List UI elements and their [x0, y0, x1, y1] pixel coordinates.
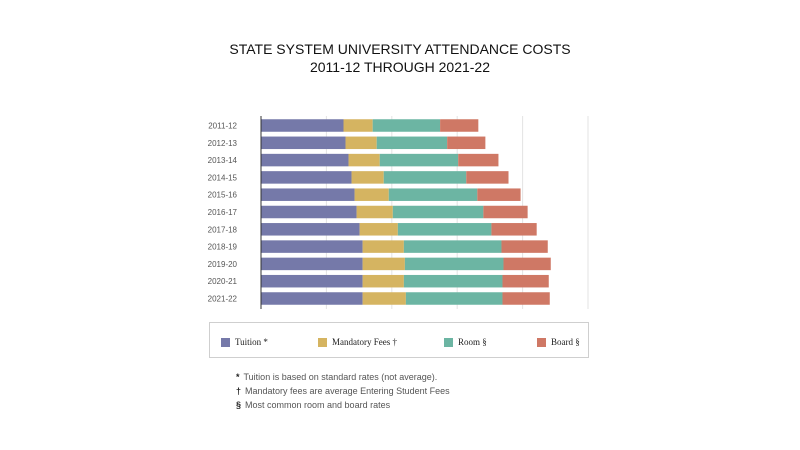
footnote-symbol: § — [236, 400, 242, 410]
y-tick-label: 2015-16 — [208, 191, 238, 200]
bar-mandatory-fees — [345, 136, 377, 150]
bar-room — [405, 292, 503, 305]
bar-mandatory-fees — [359, 223, 398, 236]
bar-board — [491, 223, 537, 236]
bar-tuition — [261, 292, 363, 305]
y-tick-label: 2012-13 — [208, 139, 238, 148]
legend-swatch — [221, 337, 230, 347]
bar-mandatory-fees — [356, 205, 393, 219]
bar-board — [466, 171, 509, 184]
bar-mandatory-fees — [362, 292, 406, 305]
bar-board — [501, 240, 548, 253]
bar-mandatory-fees — [362, 257, 405, 271]
bar-tuition — [261, 188, 355, 201]
chart-legend: Tuition * Mandatory Fees † Room § Board § — [209, 322, 589, 358]
bar-tuition — [261, 274, 363, 288]
legend-item-mandatory-fees: Mandatory Fees † — [318, 336, 397, 348]
footnote: † Mandatory fees are average Entering Stu… — [236, 386, 450, 396]
bar-tuition — [261, 136, 346, 150]
bar-board — [447, 136, 486, 150]
legend-swatch — [318, 337, 327, 347]
y-tick-label: 2013-14 — [208, 156, 238, 165]
bar-tuition — [261, 240, 363, 253]
bar-tuition — [261, 257, 363, 271]
footnote-text: Mandatory fees are average Entering Stud… — [245, 386, 450, 396]
bar-room — [403, 240, 502, 253]
bar-board — [440, 119, 479, 132]
bar-mandatory-fees — [348, 153, 380, 167]
bar-room — [392, 205, 484, 219]
legend-item-board: Board § — [537, 336, 580, 348]
bar-board — [477, 188, 521, 201]
y-tick-label: 2021-22 — [208, 295, 238, 304]
bar-room — [372, 119, 441, 132]
bar-tuition — [261, 205, 357, 219]
footnote-text: Most common room and board rates — [245, 400, 391, 410]
bar-tuition — [261, 153, 349, 167]
bar-room — [404, 257, 504, 271]
bar-mandatory-fees — [354, 188, 389, 201]
bar-tuition — [261, 223, 360, 236]
legend-label: Room § — [458, 337, 487, 347]
bar-room — [383, 171, 467, 184]
bar-board — [502, 292, 550, 305]
bar-mandatory-fees — [351, 171, 384, 184]
footnote-symbol: * — [236, 372, 240, 382]
bar-mandatory-fees — [343, 119, 373, 132]
chart-subtitle: 2011-12 THROUGH 2021-22 — [309, 59, 491, 75]
bar-board — [483, 205, 528, 219]
bar-board — [502, 274, 549, 288]
y-tick-label: 2019-20 — [208, 260, 238, 269]
bar-board — [458, 153, 499, 167]
bar-room — [379, 153, 459, 167]
footnote: * Tuition is based on standard rates (not… — [236, 372, 437, 382]
footnote-text: Tuition is based on standard rates (not … — [243, 372, 438, 382]
y-tick-label: 2014-15 — [208, 173, 238, 182]
bar-room — [376, 136, 448, 150]
bar-room — [388, 188, 478, 201]
legend-item-room: Room § — [444, 336, 487, 348]
bar-room — [403, 274, 503, 288]
bar-tuition — [261, 171, 352, 184]
y-tick-label: 2020-21 — [208, 277, 238, 286]
legend-label: Board § — [551, 337, 580, 347]
footnote: § Most common room and board rates — [236, 400, 390, 410]
chart-title: STATE SYSTEM UNIVERSITY ATTENDANCE COSTS — [229, 41, 571, 57]
legend-swatch — [444, 337, 453, 347]
legend-item-tuition: Tuition * — [221, 336, 268, 348]
legend-swatch — [537, 337, 546, 347]
y-tick-label: 2011-12 — [208, 122, 237, 131]
bar-board — [503, 257, 551, 271]
footnote-symbol: † — [236, 386, 242, 396]
bar-tuition — [261, 119, 344, 132]
y-tick-label: 2016-17 — [208, 208, 238, 217]
y-tick-label: 2018-19 — [208, 243, 238, 252]
legend-label: Mandatory Fees † — [332, 337, 397, 347]
y-tick-label: 2017-18 — [208, 225, 238, 234]
bar-mandatory-fees — [362, 274, 404, 288]
bar-mandatory-fees — [362, 240, 404, 253]
bar-room — [397, 223, 492, 236]
legend-label: Tuition * — [235, 337, 268, 347]
